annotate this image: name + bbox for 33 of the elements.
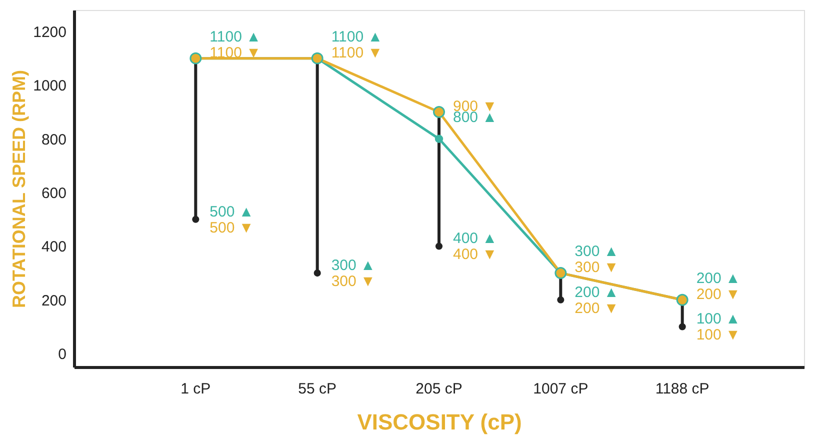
- y-tick-label: 200: [41, 292, 66, 310]
- y-tick-label: 600: [41, 185, 66, 202]
- annotation: 300 ▲: [331, 257, 376, 274]
- annotation: 400 ▼: [453, 246, 498, 264]
- data-label: 1100 ▲: [331, 28, 383, 46]
- y-tick-label: 1000: [33, 78, 66, 95]
- annotation: 500 ▲: [210, 203, 254, 220]
- data-label: 300 ▼: [574, 259, 619, 276]
- annotation: 400 ▲: [453, 230, 498, 248]
- y-axis-title: ROTATIONAL SPEED (RPM): [9, 70, 30, 308]
- y-tick-label: 1200: [33, 24, 66, 41]
- annotation: 200 ▲: [574, 284, 619, 301]
- data-label: 1100 ▲: [210, 28, 261, 46]
- x-axis-title: VISCOSITY (cP): [357, 410, 522, 434]
- annotation: 100 ▲: [696, 310, 740, 328]
- data-label: 1100 ▼: [331, 44, 383, 62]
- x-tick-label: 1 cP: [180, 380, 211, 398]
- point: [433, 106, 445, 118]
- annotation: 100 ▼: [696, 326, 740, 344]
- x-tick-label: 1007 cP: [533, 380, 588, 398]
- x-tick-label: 55 cP: [298, 380, 337, 398]
- y-tick-label: 400: [41, 238, 66, 256]
- data-label: 200 ▲: [696, 270, 740, 287]
- annotation: 500 ▼: [210, 219, 254, 236]
- data-label: 200 ▼: [696, 286, 740, 303]
- x-tick-label: 205 cP: [416, 380, 462, 398]
- annotation: 300 ▼: [331, 273, 376, 290]
- annotation: 200 ▼: [574, 300, 619, 317]
- y-tick-label: 0: [58, 346, 66, 364]
- data-label: 300 ▲: [574, 243, 619, 260]
- x-tick-label: 1188 cP: [655, 380, 710, 398]
- y-tick-label: 800: [41, 131, 66, 148]
- data-label: 1100 ▼: [210, 44, 261, 62]
